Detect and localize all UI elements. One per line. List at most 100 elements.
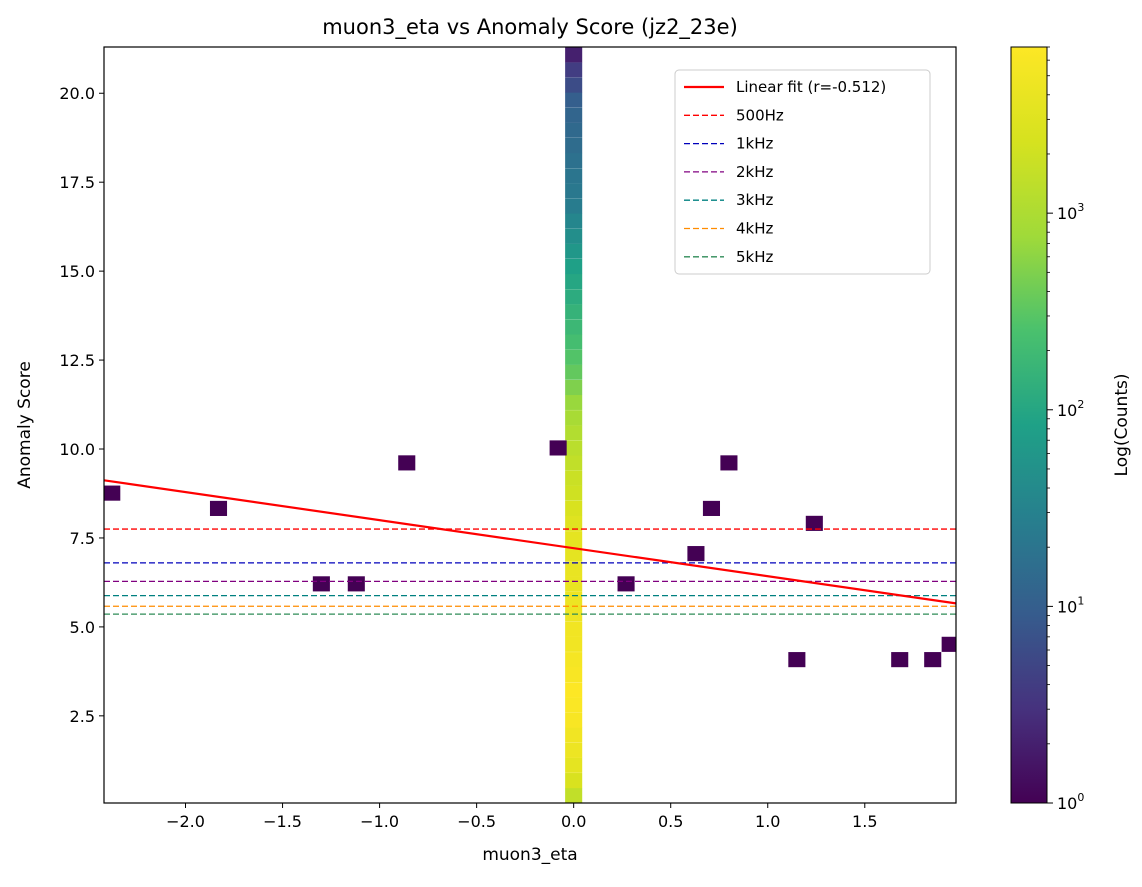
x-tick-label: 1.5 [852, 812, 877, 831]
heatmap-cell [565, 425, 583, 441]
x-tick-label: −2.0 [166, 812, 205, 831]
heatmap-cell [565, 258, 583, 275]
heatmap-cell [565, 198, 583, 214]
legend-entries: Linear fit (r=-0.512) 500Hz 1kHz 2kHz 3kHz 4k… [684, 78, 886, 266]
heatmap-cell [788, 652, 806, 668]
heatmap-cell [805, 515, 823, 531]
heatmap-cells [104, 47, 956, 803]
plot-frame [103, 46, 957, 804]
fit-line [104, 479, 956, 605]
heatmap-cell [565, 92, 583, 108]
heatmap-cell [312, 576, 330, 592]
heatmap-cell [565, 576, 583, 592]
heatmap-cell [565, 500, 583, 516]
y-tick-label: 15.0 [59, 262, 95, 281]
heatmap-cell [617, 576, 635, 592]
heatmap-cell [565, 561, 583, 577]
y-tick-label: 12.5 [59, 351, 95, 370]
legend: Linear fit (r=-0.512) 500Hz 1kHz 2kHz 3kHz 4k… [674, 69, 931, 275]
heatmap-cell [891, 652, 909, 668]
x-axis-label: muon3_eta [482, 845, 577, 865]
heatmap-cell [565, 349, 583, 365]
threshold-lines [104, 479, 956, 615]
heatmap-cell [565, 319, 583, 335]
chart-title: muon3_eta vs Anomaly Score (jz2_23e) [322, 15, 738, 40]
y-axis-label: Anomaly Score [15, 361, 35, 489]
heatmap-cell [565, 531, 583, 547]
heatmap-cell [565, 470, 583, 486]
heatmap-cell [565, 273, 583, 290]
x-tick-label: −1.0 [360, 812, 399, 831]
heatmap-cell [565, 168, 583, 184]
colorbar: 100 101 102 103 Log(Counts) [1010, 46, 1132, 813]
heatmap-cell [565, 77, 583, 93]
heatmap-cell [565, 652, 583, 668]
legend-label: 4kHz [736, 220, 774, 238]
x-tick-label: 1.0 [755, 812, 780, 831]
heatmap-cell [549, 440, 567, 456]
colorbar-gradient [1011, 47, 1047, 803]
heatmap-cell [565, 334, 583, 350]
colorbar-tick-label: 103 [1057, 201, 1084, 223]
heatmap-cell [924, 652, 942, 668]
x-tick-label: 0.0 [561, 812, 586, 831]
colorbar-tick-label: 100 [1057, 791, 1084, 813]
heatmap-cell [565, 394, 583, 410]
colorbar-tick-label: 101 [1057, 594, 1084, 616]
legend-label: 3kHz [736, 191, 774, 209]
heatmap-cell [565, 410, 583, 426]
heatmap-cell [209, 500, 228, 516]
heatmap-cell [104, 485, 121, 501]
heatmap-cell [565, 727, 583, 743]
heatmap-cell [941, 636, 956, 652]
heatmap-cell [565, 787, 583, 803]
heatmap-cell [565, 289, 583, 305]
heatmap-cell [565, 636, 583, 652]
plot-area [104, 47, 956, 803]
heatmap-cell [702, 500, 721, 516]
colorbar-tick-label: 102 [1057, 398, 1084, 420]
legend-label: 5kHz [736, 248, 774, 266]
heatmap-cell [565, 107, 583, 123]
colorbar-ticks: 100 101 102 103 [1047, 46, 1084, 813]
heatmap-cell [565, 440, 583, 456]
heatmap-cell [398, 455, 416, 471]
colorbar-frame [1010, 46, 1048, 804]
heatmap-cell [565, 62, 583, 78]
heatmap-cell [565, 621, 583, 637]
colorbar-label: Log(Counts) [1112, 374, 1132, 477]
x-tick-label: −1.5 [263, 812, 302, 831]
heatmap-cell [565, 152, 583, 169]
heatmap-cell [565, 304, 583, 320]
heatmap-cell [565, 379, 583, 396]
legend-label: Linear fit (r=-0.512) [736, 78, 886, 96]
heatmap-cell [720, 455, 738, 471]
heatmap-cell [565, 228, 583, 244]
heatmap-cell [565, 697, 583, 713]
y-tick-label: 10.0 [59, 440, 95, 459]
legend-label: 500Hz [736, 106, 784, 124]
x-tick-label: −0.5 [457, 812, 496, 831]
heatmap-cell [565, 712, 583, 728]
legend-label: 1kHz [736, 135, 774, 153]
legend-label: 2kHz [736, 163, 774, 181]
heatmap-cell [565, 591, 583, 607]
legend-frame [674, 69, 931, 275]
x-tick-label: 0.5 [658, 812, 683, 831]
heatmap-cell [565, 47, 583, 63]
heatmap-cell [565, 757, 583, 773]
heatmap-cell [565, 667, 583, 683]
heatmap-cell [687, 546, 705, 562]
heatmap-cell [565, 455, 583, 471]
heatmap-cell [565, 742, 583, 758]
heatmap-cell [347, 576, 365, 592]
heatmap-cell [565, 485, 583, 501]
x-axis-ticks: −2.0 −1.5 −1.0 −0.5 0.0 0.5 1.0 1.5 [166, 803, 878, 831]
heatmap-cell [565, 773, 583, 789]
y-axis-ticks: 2.5 5.0 7.5 10.0 12.5 15.0 17.5 20.0 [59, 84, 104, 726]
heatmap-cell [565, 122, 583, 138]
heatmap-cell [565, 137, 583, 154]
y-tick-label: 5.0 [70, 618, 95, 637]
